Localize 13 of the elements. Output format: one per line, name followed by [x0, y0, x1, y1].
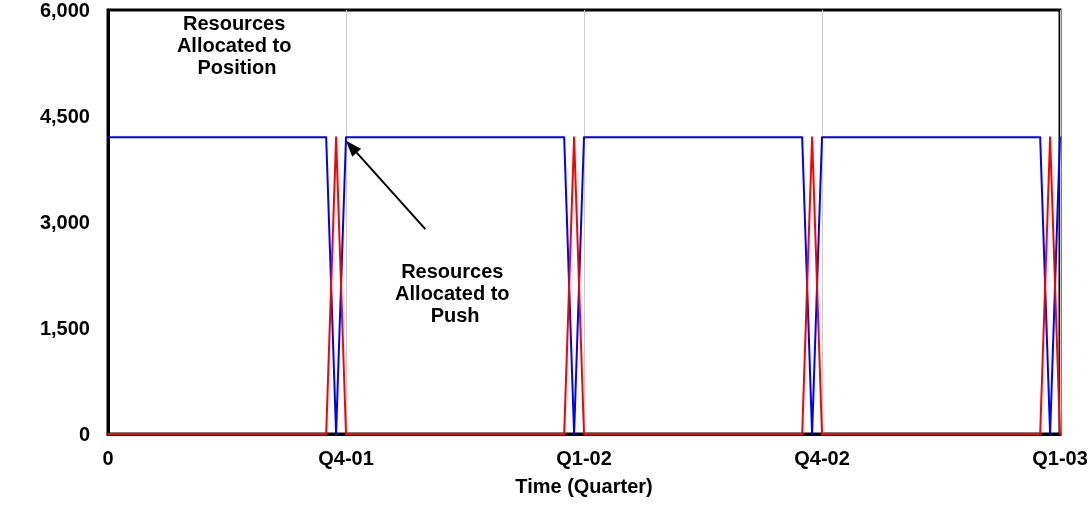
- y-tick-label: 1,500: [39, 317, 90, 339]
- text: Resources Allocated to Position: [176, 12, 297, 79]
- x-axis-title: Time (Quarter): [515, 475, 653, 497]
- y-tick-label: 4,500: [39, 105, 90, 127]
- y-tick-label: 6,000: [39, 0, 90, 21]
- y-tick-label: 3,000: [39, 211, 90, 233]
- x-tick-label: 0: [102, 447, 114, 469]
- y-tick-label: 0: [78, 423, 90, 445]
- x-tick-label: Q1-02: [556, 447, 612, 469]
- x-tick-label: Q1-03: [1032, 447, 1088, 469]
- x-tick-label: Q4-02: [794, 447, 850, 469]
- x-tick-label: Q4-01: [318, 447, 374, 469]
- text: Resources Allocated to Push: [395, 259, 516, 326]
